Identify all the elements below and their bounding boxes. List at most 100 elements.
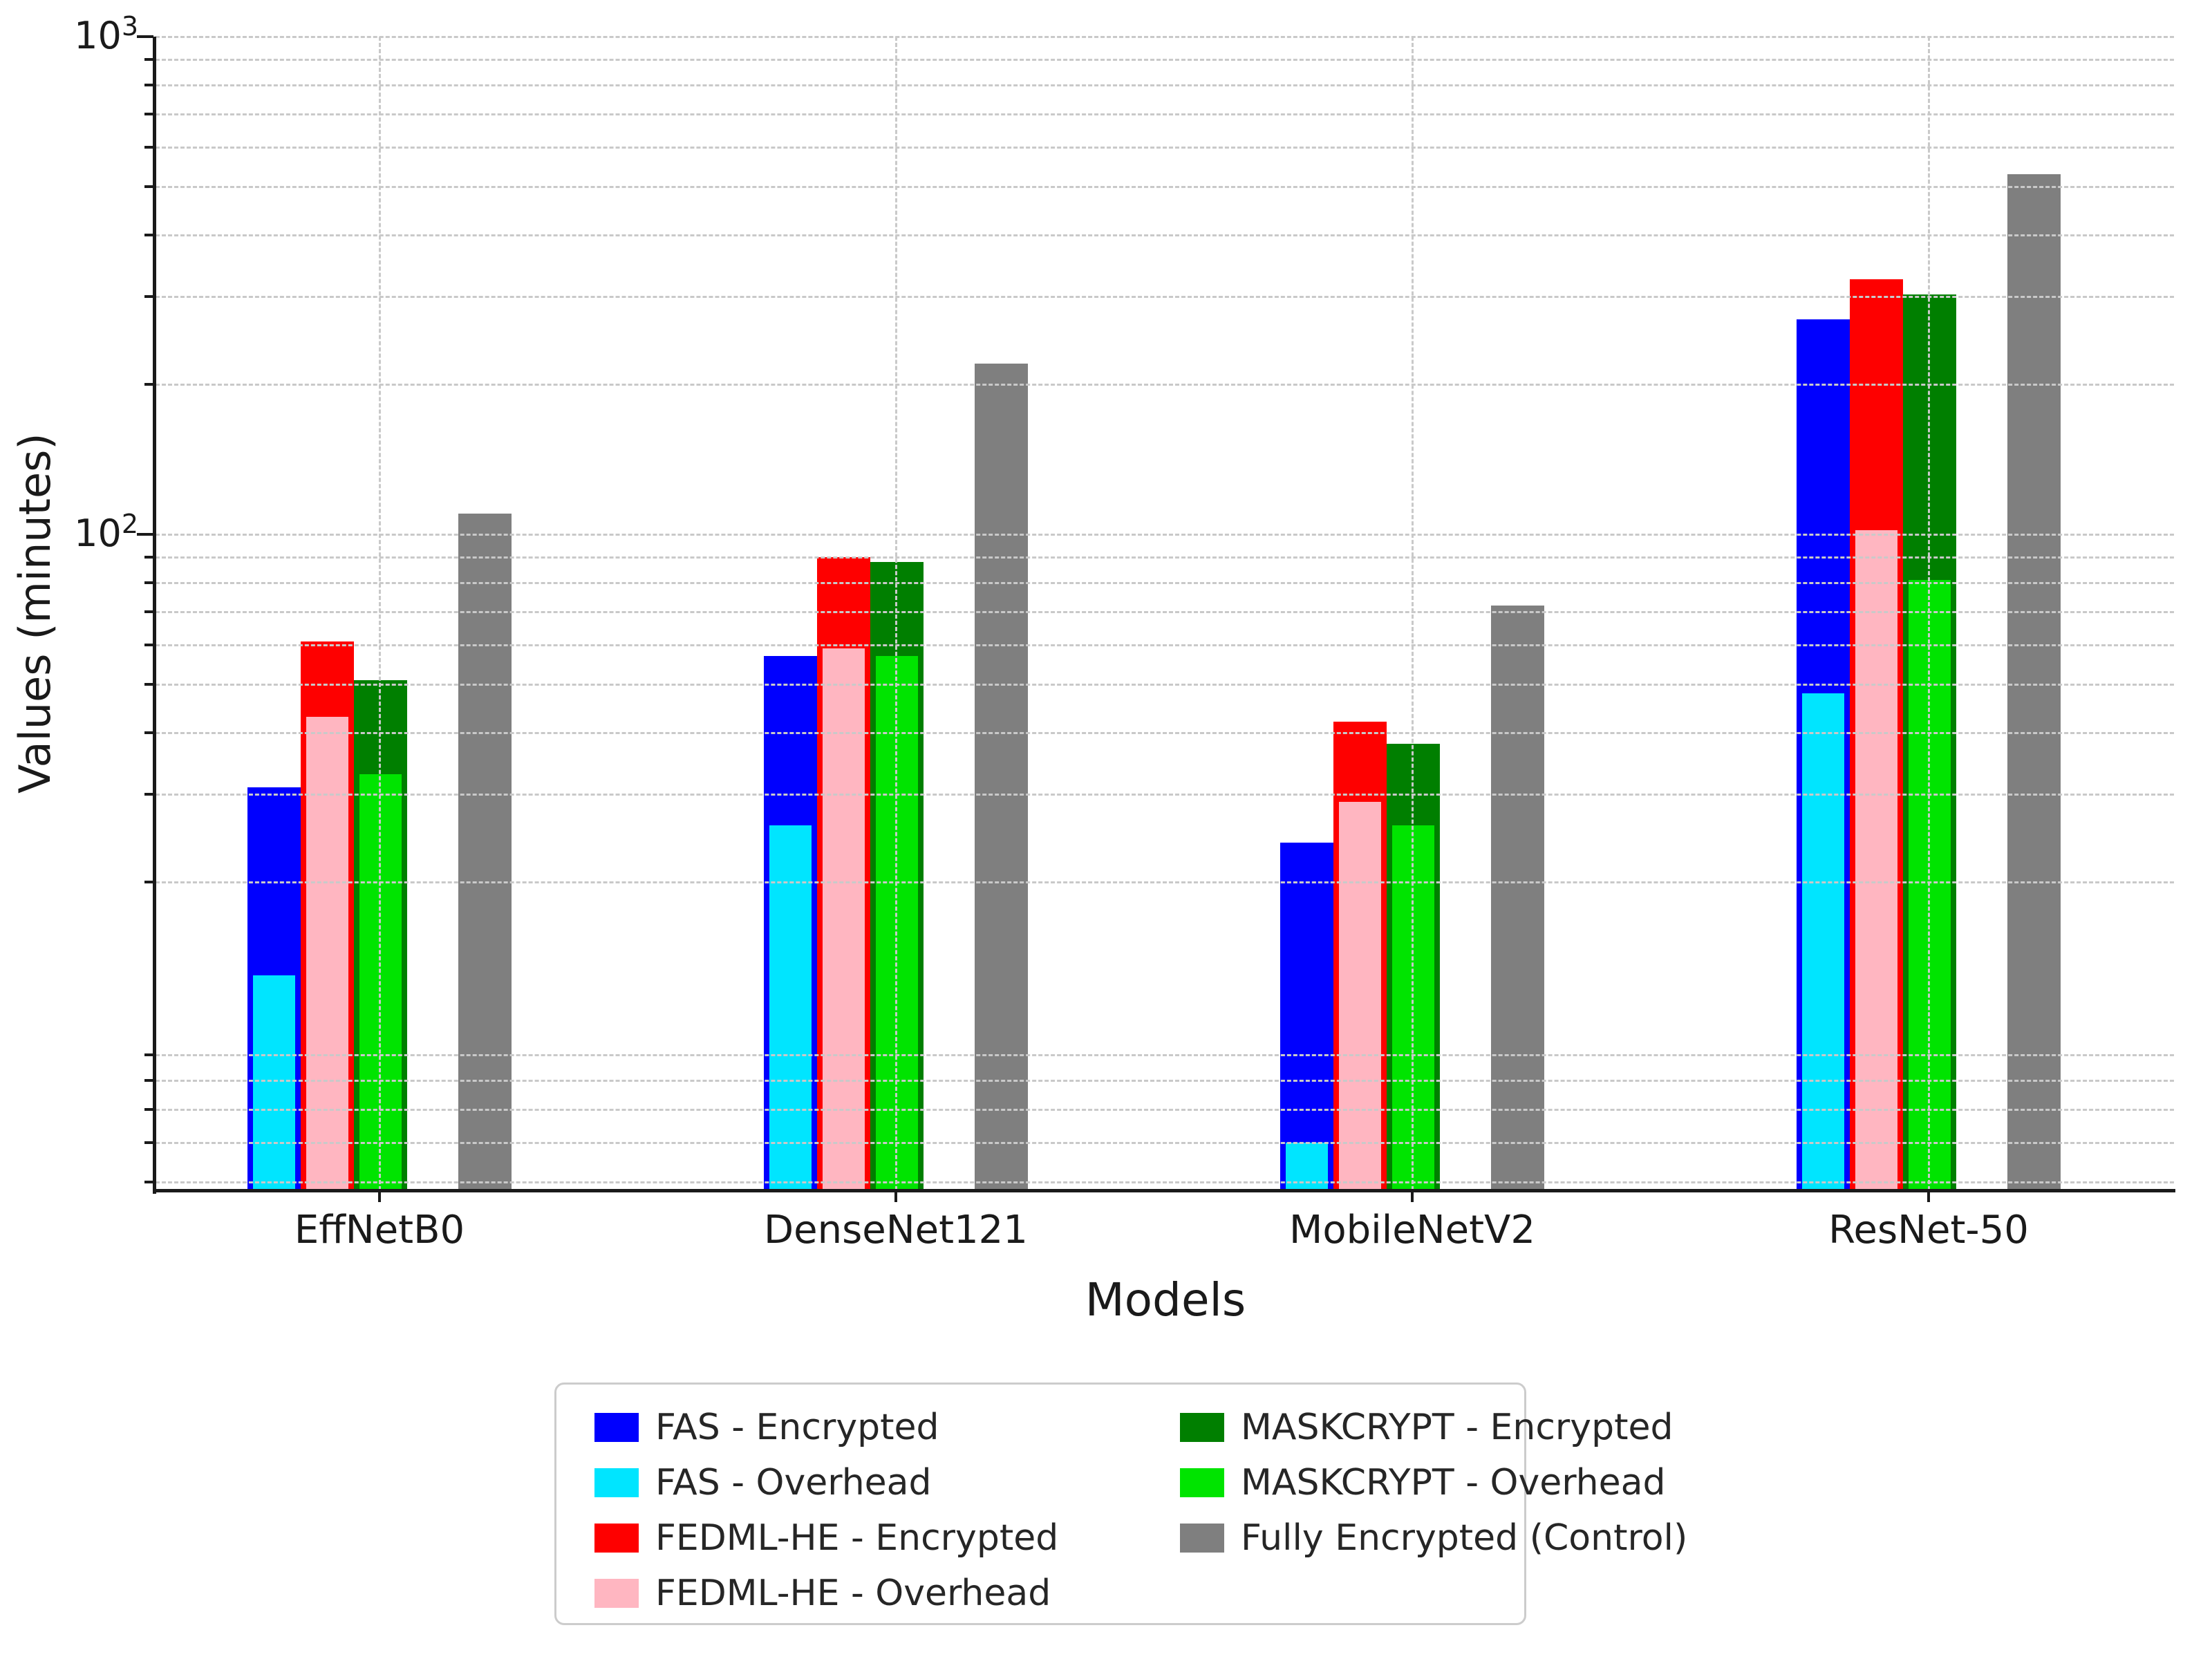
bar-fas-overhead-resnet-50 [1802,693,1844,1190]
legend-item-fully-encrypted-control: Fully Encrypted (Control) [1180,1510,1975,1566]
legend-item-fedml-he-encrypted: FEDML-HE - Encrypted [594,1510,1389,1566]
y-tick-base: 10 [74,512,122,555]
minor-ytick-30 [144,793,153,796]
minor-ytick-600 [144,145,153,149]
y-axis-spine [153,37,156,1194]
bar-fully-encrypted-control-resnet-50 [2007,174,2061,1190]
bar-fas-overhead-effnetb0 [253,975,295,1190]
h-gridline-8 [156,1079,2174,1082]
bar-fas-encrypted-mobilenetv2 [1280,843,1333,1190]
h-gridline-70 [156,610,2174,613]
h-gridline-6 [156,1141,2174,1144]
legend-swatch-fedml-he-overhead [594,1579,639,1608]
legend-item-maskcrypt-overhead: MASKCRYPT - Overhead [1180,1455,1975,1510]
y-axis-title: Values (minutes) [10,433,60,794]
y-tick-label-10e3: 103 [21,13,138,55]
legend-item-fas-encrypted: FAS - Encrypted [594,1400,1389,1455]
bar-fully-encrypted-control-mobilenetv2 [1491,605,1544,1190]
x-axis-title: Models [1085,1273,1246,1327]
x-tick-label-mobilenetv2: MobileNetV2 [1289,1208,1535,1253]
y-tick-base: 10 [74,14,122,57]
h-gridline-600 [156,146,2174,149]
legend-swatch-maskcrypt-encrypted [1180,1413,1224,1442]
minor-ytick-90 [144,555,153,559]
minor-ytick-400 [144,233,153,236]
h-gridline-300 [156,296,2174,299]
h-gridline-9 [156,1053,2174,1056]
h-gridline-7 [156,1108,2174,1111]
h-gridline-800 [156,84,2174,86]
legend-box [554,1382,1526,1625]
legend-swatch-fully-encrypted-control [1180,1524,1224,1553]
v-gridline-effnetb0 [379,37,381,1190]
bar-fully-encrypted-control-effnetb0 [458,514,512,1190]
xtick-resnet-50 [1927,1192,1930,1202]
legend-label: Fully Encrypted (Control) [1241,1517,1688,1559]
x-tick-label-densenet121: DenseNet121 [764,1208,1028,1253]
legend-label: FAS - Overhead [655,1462,932,1503]
legend-swatch-fedml-he-encrypted [594,1524,639,1553]
xtick-mobilenetv2 [1411,1192,1414,1202]
legend-swatch-fas-overhead [594,1468,639,1497]
h-gridline-1000 [156,36,2174,38]
legend-label: FEDML-HE - Overhead [655,1573,1051,1614]
minor-ytick-5 [144,1180,153,1183]
legend-swatch-fas-encrypted [594,1413,639,1442]
xtick-densenet121 [894,1192,897,1202]
minor-ytick-900 [144,57,153,61]
h-gridline-30 [156,794,2174,796]
legend-item-maskcrypt-encrypted: MASKCRYPT - Encrypted [1180,1400,1975,1455]
h-gridline-20 [156,881,2174,884]
h-gridline-90 [156,556,2174,559]
bar-fully-encrypted-control-densenet121 [975,364,1028,1190]
minor-ytick-9 [144,1053,153,1056]
major-ytick-1000 [137,35,153,38]
v-gridline-resnet-50 [1928,37,1930,1190]
h-gridline-400 [156,234,2174,236]
minor-ytick-70 [144,610,153,613]
x-tick-label-resnet-50: ResNet-50 [1828,1208,2029,1253]
minor-ytick-8 [144,1078,153,1082]
bar-fedml-he-overhead-effnetb0 [306,716,348,1190]
legend-item-fedml-he-overhead: FEDML-HE - Overhead [594,1566,1389,1621]
bar-fedml-he-overhead-mobilenetv2 [1339,802,1381,1190]
minor-ytick-40 [144,731,153,734]
y-tick-exponent: 2 [121,509,138,539]
legend-label: FEDML-HE - Encrypted [655,1517,1059,1559]
major-ytick-100 [137,533,153,536]
bar-fas-overhead-densenet121 [769,825,812,1190]
minor-ytick-7 [144,1107,153,1111]
legend-label: MASKCRYPT - Encrypted [1241,1407,1674,1448]
bar-fedml-he-overhead-resnet-50 [1855,529,1897,1190]
h-gridline-100 [156,534,2174,536]
legend-label: MASKCRYPT - Overhead [1241,1462,1666,1503]
minor-ytick-6 [144,1141,153,1144]
minor-ytick-200 [144,383,153,386]
h-gridline-50 [156,683,2174,686]
minor-ytick-500 [144,185,153,188]
legend-swatch-maskcrypt-overhead [1180,1468,1224,1497]
minor-ytick-300 [144,295,153,299]
x-axis-spine [153,1189,2175,1192]
minor-ytick-50 [144,682,153,686]
h-gridline-80 [156,581,2174,584]
legend-item-fas-overhead: FAS - Overhead [594,1455,1389,1510]
h-gridline-200 [156,384,2174,386]
legend-label: FAS - Encrypted [655,1407,939,1448]
h-gridline-500 [156,185,2174,188]
h-gridline-5 [156,1181,2174,1183]
h-gridline-900 [156,58,2174,61]
xtick-effnetb0 [378,1192,381,1202]
bar-fedml-he-overhead-densenet121 [823,648,865,1190]
h-gridline-40 [156,731,2174,734]
minor-ytick-60 [144,643,153,646]
v-gridline-mobilenetv2 [1412,37,1414,1190]
minor-ytick-800 [144,83,153,86]
v-gridline-densenet121 [895,37,897,1190]
h-gridline-700 [156,113,2174,115]
minor-ytick-700 [144,112,153,115]
x-tick-label-effnetb0: EffNetB0 [294,1208,465,1253]
y-tick-exponent: 3 [121,11,138,41]
minor-ytick-20 [144,881,153,884]
